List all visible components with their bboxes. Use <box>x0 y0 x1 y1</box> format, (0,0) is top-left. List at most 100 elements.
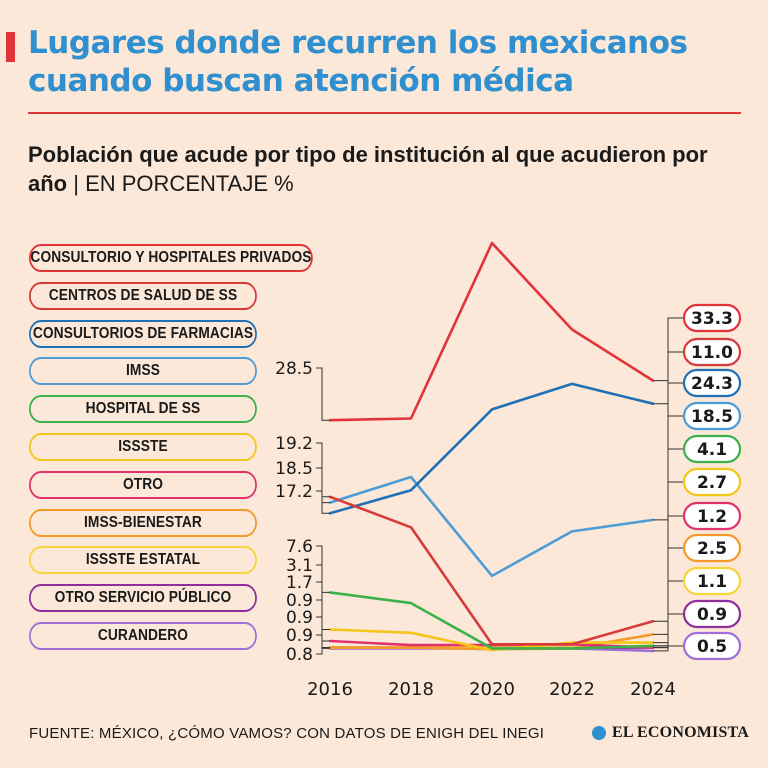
start-value-label: 0.9 <box>286 591 313 611</box>
end-value-label: 4.1 <box>697 440 727 460</box>
end-value-badge <box>682 599 742 629</box>
chart-subtitle: Población que acude por tipo de instituc… <box>28 140 748 198</box>
end-value-label: 18.5 <box>691 407 733 427</box>
data-point <box>571 642 573 644</box>
end-value-label: 1.2 <box>697 507 727 527</box>
end-value-badge <box>682 368 742 398</box>
end-leader-line <box>653 382 684 405</box>
legend-item-imss: IMSS <box>29 357 257 386</box>
subtitle-main: Población que acude por tipo de instituc… <box>28 142 708 196</box>
data-point <box>491 649 493 651</box>
end-value-badge <box>682 434 742 464</box>
series-line-consultorios-de-farmacias <box>328 382 655 515</box>
subtitle-unit: EN PORCENTAJE % <box>85 171 294 196</box>
end-value-label: 0.9 <box>697 605 727 625</box>
legend-item-consultorios-de-farmacias: CONSULTORIOS DE FARMACIAS <box>29 319 257 348</box>
end-value-badge <box>682 401 742 431</box>
data-point <box>410 632 412 634</box>
title-accent-bar <box>6 32 15 62</box>
subtitle-separator: | <box>67 171 86 196</box>
start-value-label: 28.5 <box>275 359 313 379</box>
x-tick-label: 2024 <box>630 679 676 700</box>
data-point <box>410 647 412 649</box>
legend-label: CONSULTORIOS DE FARMACIAS <box>32 324 254 342</box>
page-title: Lugares donde recurren los mexicanos cua… <box>28 25 688 99</box>
data-point <box>571 383 573 385</box>
legend-label: HOSPITAL DE SS <box>85 400 201 418</box>
legend-item-issste-estatal: ISSSTE ESTATAL <box>29 546 257 575</box>
data-point <box>491 408 493 410</box>
data-point <box>571 329 573 330</box>
legend-item-centros-de-salud-de-ss: CENTROS DE SALUD DE SS <box>29 281 257 310</box>
end-value-label: 1.1 <box>697 572 727 592</box>
data-point <box>410 644 412 646</box>
legend-item-otro: OTRO <box>29 470 257 499</box>
end-value-badge <box>682 303 742 333</box>
start-value-label: 18.5 <box>275 459 313 479</box>
end-value-badge <box>682 337 742 367</box>
series-line-centros-de-salud-de-ss <box>328 495 655 646</box>
legend-item-imss-bienestar: IMSS-BIENESTAR <box>29 508 257 537</box>
end-leader-line <box>653 613 684 649</box>
data-point <box>410 418 412 419</box>
data-point <box>410 489 412 491</box>
start-leader-line <box>316 616 330 649</box>
legend-label: CONSULTORIO Y HOSPITALES PRIVADOS <box>30 249 312 266</box>
x-tick-label: 2022 <box>549 679 595 700</box>
start-leader-line <box>316 545 330 593</box>
end-value-label: 2.7 <box>697 473 727 493</box>
end-value-label: 33.3 <box>691 309 733 329</box>
legend-item-consultorio-y-hospitales-privados: CONSULTORIO Y HOSPITALES PRIVADOS <box>29 244 313 272</box>
legend-item-otro-servicio-publico: OTRO SERVICIO PÚBLICO <box>29 584 257 613</box>
data-point <box>491 242 493 244</box>
data-point <box>410 602 412 604</box>
start-leader-line <box>316 367 330 421</box>
brand-icon <box>592 726 606 740</box>
data-point <box>410 476 412 478</box>
start-value-label: 19.2 <box>275 434 313 454</box>
data-point <box>491 647 493 649</box>
start-leader-line <box>316 467 330 504</box>
start-leader-line <box>316 647 330 655</box>
start-value-label: 0.8 <box>286 645 313 665</box>
end-value-label: 2.5 <box>697 539 727 559</box>
legend-label: IMSS <box>125 362 160 380</box>
end-value-badge <box>682 566 742 596</box>
legend-item-hospital-de-ss: HOSPITAL DE SS <box>29 395 257 424</box>
data-point <box>571 530 573 532</box>
legend-item-curandero: CURANDERO <box>29 622 257 650</box>
start-value-label: 17.2 <box>275 482 313 502</box>
start-value-label: 1.7 <box>286 573 313 593</box>
legend-label: ISSSTE ESTATAL <box>85 551 201 569</box>
data-point <box>491 643 493 645</box>
data-point <box>491 575 493 577</box>
legend-label: IMSS-BIENESTAR <box>84 513 202 531</box>
end-value-label: 0.5 <box>697 637 727 657</box>
start-leader-line <box>316 564 330 630</box>
start-leader-line <box>316 442 330 498</box>
legend-label: CURANDERO <box>97 627 189 644</box>
start-leader-line <box>316 581 330 642</box>
start-value-label: 0.9 <box>286 626 313 646</box>
x-tick-label: 2020 <box>469 679 515 700</box>
title-divider <box>28 112 741 114</box>
brand-logo: EL ECONOMISTA <box>592 724 749 742</box>
source-footer: FUENTE: MÉXICO, ¿CÓMO VAMOS? CON DATOS D… <box>29 725 545 742</box>
start-leader-line <box>316 634 330 649</box>
start-value-label: 3.1 <box>286 556 313 576</box>
legend-label: ISSSTE <box>118 438 168 455</box>
legend-item-issste: ISSSTE <box>29 433 257 461</box>
data-point <box>410 526 412 528</box>
end-leader-line <box>653 317 684 382</box>
data-point <box>571 647 573 649</box>
end-leader-line <box>653 580 684 647</box>
brand-name: EL ECONOMISTA <box>612 724 749 741</box>
end-leader-line <box>653 645 684 652</box>
end-value-badge <box>682 631 742 661</box>
end-value-label: 24.3 <box>691 374 733 394</box>
start-value-label: 0.9 <box>286 608 313 628</box>
series-line-consultorio-y-hospitales-privados <box>328 241 655 422</box>
legend-label: OTRO <box>122 475 164 493</box>
x-tick-label: 2018 <box>388 679 434 700</box>
